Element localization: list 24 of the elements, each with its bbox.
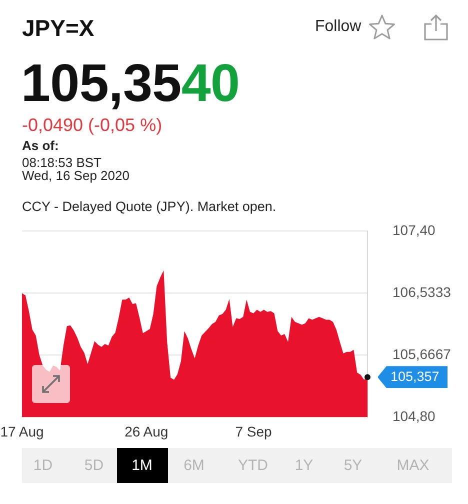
text: 5Y — [344, 457, 362, 474]
text: As of: — [22, 138, 59, 152]
chart-title: JPY=X — [22, 15, 94, 41]
y-tick-label: 106,5333 — [392, 284, 452, 300]
chart-subtitle: CCY - Delayed Quote (JPY). Market open. — [22, 199, 276, 214]
range-button: 1M — [116, 448, 168, 483]
text: MAX — [396, 457, 430, 474]
y-tick-label: 107,40 — [392, 222, 436, 238]
text: Follow — [315, 18, 362, 35]
y-tick-label: 104,80 — [392, 408, 436, 424]
y-tick-label: 105,6667 — [392, 346, 452, 362]
text: Wed, 16 Sep 2020 — [22, 168, 130, 183]
text: 08:18:53 BST — [22, 154, 102, 170]
text: 5D — [84, 457, 104, 474]
text: 6M — [184, 457, 204, 474]
text: 105,3540 — [21, 54, 240, 113]
x-tick-label: 17 Aug — [0, 423, 44, 440]
text: YTD — [238, 457, 268, 474]
x-tick-label: 26 Aug — [124, 423, 168, 440]
price-tag: 105,357 — [378, 366, 448, 388]
text: 1Y — [294, 457, 314, 474]
text: 1D — [33, 457, 53, 474]
text: -0,0490 (-0,05 %) — [22, 115, 162, 135]
x-tick-label: 7 Sep — [235, 423, 272, 440]
